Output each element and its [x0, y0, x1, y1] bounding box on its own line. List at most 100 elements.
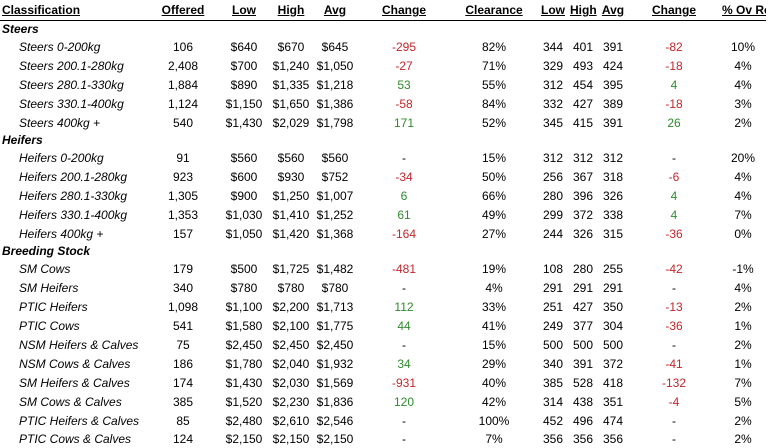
- cell-avg-res: 418: [602, 375, 624, 390]
- cell-avg-res: 318: [602, 169, 624, 184]
- cell-offered: 157: [172, 226, 194, 241]
- cell-high: $2,030: [272, 375, 310, 390]
- cell-high: $2,100: [272, 318, 310, 333]
- cell-high: $1,650: [272, 96, 310, 111]
- table-row: SM Heifers & Calves 174 $1,430 $2,030 $1,569…: [0, 373, 766, 392]
- table-row: Steers 330.1-400kg 1,124 $1,150 $1,650 $1,38…: [0, 94, 766, 113]
- cell-high-res: 493: [572, 58, 594, 73]
- cell-avg: $1,798: [316, 115, 354, 130]
- cell-avg-res: 395: [602, 77, 624, 92]
- cell-avg-res: 351: [602, 394, 624, 409]
- cell-low-res: 340: [542, 356, 564, 371]
- cell-high-res: 528: [572, 375, 594, 390]
- cell-change-res: -6: [668, 169, 680, 184]
- cell-change: -: [402, 432, 406, 446]
- cell-change: 6: [400, 188, 408, 203]
- cell-change: -295: [391, 39, 417, 54]
- cell-low-res: 280: [542, 188, 564, 203]
- table-row: SM Cows 179 $500 $1,725 $1,482 -481 19% 108 280 2…: [0, 259, 766, 278]
- cell-clearance: 27%: [481, 226, 507, 241]
- table-row: NSM Heifers & Calves 75 $2,450 $2,450 $2,450…: [0, 335, 766, 354]
- cell-pct-ov-res: 1%: [734, 356, 752, 371]
- cell-change-res: -4: [668, 394, 680, 409]
- cell-high: $2,200: [272, 299, 310, 314]
- cell-pct-ov-res: -1%: [732, 261, 754, 276]
- cell-classification: Steers 330.1-400kg: [19, 96, 124, 111]
- cell-low-res: 356: [542, 432, 564, 446]
- cell-classification: NSM Cows & Calves: [19, 356, 131, 371]
- table-row: Steers 200.1-280kg 2,408 $700 $1,240 $1,050 -…: [0, 56, 766, 75]
- cell-low: $640: [230, 39, 258, 54]
- cell-avg: $1,482: [316, 261, 354, 276]
- cell-low: $700: [230, 58, 258, 73]
- cell-low: $1,100: [225, 299, 263, 314]
- cell-low: $1,780: [225, 356, 263, 371]
- cell-low-res: 251: [542, 299, 564, 314]
- cell-classification: PTIC Heifers: [19, 299, 88, 314]
- cell-classification: Steers 0-200kg: [19, 39, 101, 54]
- cell-pct-ov-res: 4%: [734, 188, 752, 203]
- cell-high: $1,335: [272, 77, 310, 92]
- header-high-res: High: [570, 3, 597, 17]
- cell-change-res: -132: [661, 375, 687, 390]
- cell-low-res: 332: [542, 96, 564, 111]
- cell-avg-res: 391: [602, 39, 624, 54]
- cell-pct-ov-res: 4%: [734, 77, 752, 92]
- cell-clearance: 15%: [481, 337, 507, 352]
- cell-high-res: 415: [572, 115, 594, 130]
- cell-high: $1,250: [272, 188, 310, 203]
- group-row: Breeding Stock: [0, 243, 766, 259]
- cell-avg-res: 500: [602, 337, 624, 352]
- header-change-res: Change: [651, 3, 696, 17]
- cell-clearance: 29%: [481, 356, 507, 371]
- cell-change-res: -: [672, 413, 676, 428]
- cell-avg-res: 474: [602, 413, 624, 428]
- cell-clearance: 33%: [481, 299, 507, 314]
- cell-high-res: 391: [572, 356, 594, 371]
- cell-change: -58: [395, 96, 413, 111]
- cell-low: $2,450: [225, 337, 263, 352]
- cell-avg: $1,218: [316, 77, 354, 92]
- header-pct-ov-res: % Ov Res: [722, 3, 766, 17]
- cell-change: -931: [391, 375, 417, 390]
- cell-clearance: 49%: [481, 207, 507, 222]
- cell-offered: 1,353: [167, 207, 199, 222]
- cell-low-res: 244: [542, 226, 564, 241]
- cell-high: $670: [277, 39, 305, 54]
- cell-change: -34: [395, 169, 413, 184]
- cell-low: $1,520: [225, 394, 263, 409]
- cell-low: $560: [230, 150, 258, 165]
- cell-change: -: [402, 413, 406, 428]
- cell-classification: SM Heifers: [19, 280, 79, 295]
- cell-classification: Heifers 400kg +: [19, 226, 104, 241]
- cell-change-res: -: [672, 150, 676, 165]
- cell-offered: 540: [172, 115, 194, 130]
- cell-avg-res: 304: [602, 318, 624, 333]
- cell-offered: 923: [172, 169, 194, 184]
- cell-low-res: 385: [542, 375, 564, 390]
- cell-low: $1,050: [225, 226, 263, 241]
- cell-clearance: 19%: [481, 261, 507, 276]
- cell-low: $1,030: [225, 207, 263, 222]
- cell-avg: $1,713: [316, 299, 354, 314]
- cell-avg: $1,368: [316, 226, 354, 241]
- cell-change: 120: [393, 394, 415, 409]
- cell-pct-ov-res: 3%: [734, 96, 752, 111]
- cell-low-res: 256: [542, 169, 564, 184]
- cell-avg: $560: [321, 150, 349, 165]
- cell-avg-res: 391: [602, 115, 624, 130]
- table-row: SM Heifers 340 $780 $780 $780 - 4% 291 291 291 - 4%: [0, 278, 766, 297]
- cell-high-res: 496: [572, 413, 594, 428]
- table-row: PTIC Heifers & Calves 85 $2,480 $2,610 $2,54…: [0, 411, 766, 430]
- cell-offered: 124: [172, 432, 194, 446]
- cell-change-res: -18: [665, 96, 683, 111]
- cell-offered: 2,408: [167, 58, 199, 73]
- cell-high-res: 377: [572, 318, 594, 333]
- market-report-sheet: Classification Offered Low High Avg Chan…: [0, 3, 766, 446]
- cell-low: $500: [230, 261, 258, 276]
- cell-avg: $1,836: [316, 394, 354, 409]
- cell-change-res: -: [672, 432, 676, 446]
- cell-change: 53: [397, 77, 411, 92]
- cell-low: $1,150: [225, 96, 263, 111]
- cell-pct-ov-res: 2%: [734, 413, 752, 428]
